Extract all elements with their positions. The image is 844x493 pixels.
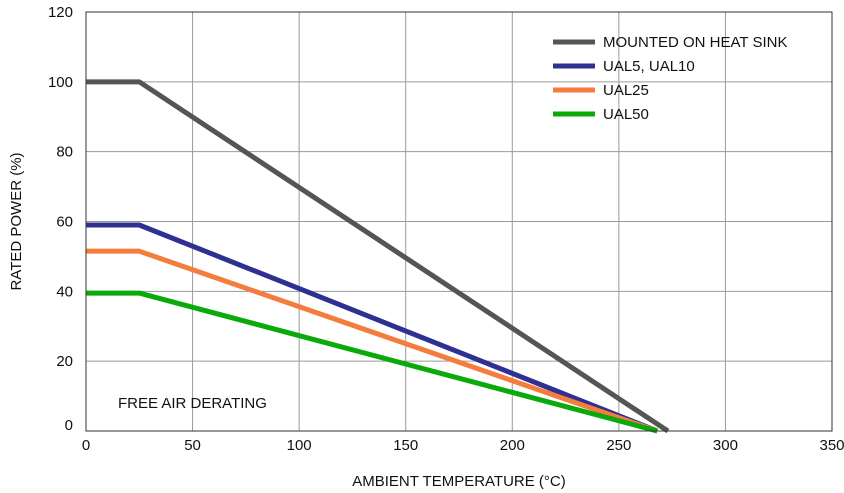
y-tick-label: 40 <box>56 283 73 300</box>
series-line-1 <box>86 79 670 434</box>
x-tick-label: 350 <box>819 437 844 454</box>
y-tick-label: 20 <box>56 353 73 370</box>
y-tick-label: 60 <box>56 214 73 231</box>
plot-frame <box>85 11 833 432</box>
x-tick-label: 250 <box>606 437 631 454</box>
series-line-3 <box>86 248 659 434</box>
legend-label: UAL25 <box>603 82 649 99</box>
legend: MOUNTED ON HEAT SINK UAL5, UAL10 UAL25 UAL5… <box>553 34 787 123</box>
legend-label: UAL5, UAL10 <box>603 58 695 75</box>
legend-label: MOUNTED ON HEAT SINK <box>603 34 787 51</box>
free-air-derating-note: FREE AIR DERATING <box>118 395 267 412</box>
x-axis-label: AMBIENT TEMPERATURE (°C) <box>352 473 566 490</box>
x-tick-label: 100 <box>287 437 312 454</box>
x-tick-label: 50 <box>184 437 201 454</box>
x-tick-label: 200 <box>500 437 525 454</box>
y-axis-label: RATED POWER (%) <box>8 152 25 290</box>
y-tick-label: 80 <box>56 144 73 161</box>
x-tick-label: 150 <box>393 437 418 454</box>
series-line-2 <box>86 222 659 434</box>
y-tick-label: 100 <box>48 74 73 91</box>
series-line-4 <box>86 290 658 434</box>
y-tick-label: 0 <box>65 417 73 434</box>
x-tick-labels: 0 50 100 150 200 250 300 350 <box>82 437 844 454</box>
y-tick-labels: 0 20 40 60 80 100 120 <box>48 4 73 434</box>
x-tick-label: 0 <box>82 437 90 454</box>
x-tick-label: 300 <box>713 437 738 454</box>
series-lines <box>86 79 670 434</box>
y-tick-label: 120 <box>48 4 73 21</box>
legend-label: UAL50 <box>603 106 649 123</box>
grid <box>85 11 833 432</box>
